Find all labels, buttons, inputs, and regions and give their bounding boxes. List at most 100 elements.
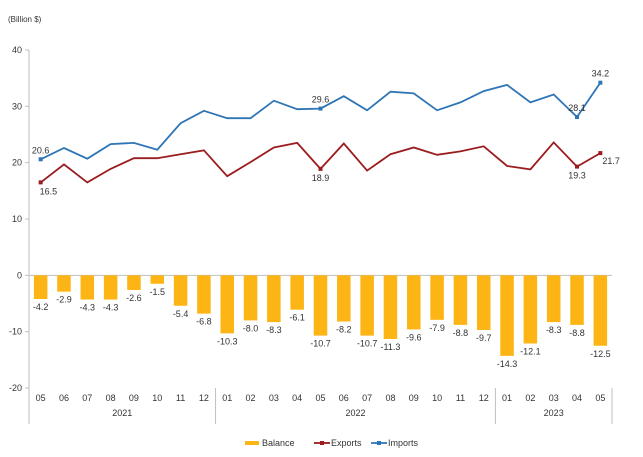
balance-data-label: -1.5 bbox=[150, 287, 166, 297]
x-tick-label: 12 bbox=[479, 393, 489, 403]
balance-data-label: -10.7 bbox=[357, 339, 378, 349]
balance-bar bbox=[127, 275, 141, 290]
balance-data-label: -10.3 bbox=[217, 336, 238, 346]
legend-marker-imports bbox=[377, 441, 381, 445]
x-tick-label: 03 bbox=[269, 393, 279, 403]
y-tick-label: 20 bbox=[12, 158, 22, 168]
balance-bar bbox=[593, 275, 608, 346]
x-tick-label: 09 bbox=[129, 393, 139, 403]
x-tick-label: 07 bbox=[82, 393, 92, 403]
balance-data-label: -9.6 bbox=[406, 332, 422, 342]
balance-bar bbox=[173, 275, 188, 306]
exports-marker bbox=[38, 180, 43, 185]
legend-label-exports: Exports bbox=[331, 438, 362, 448]
balance-data-label: -8.0 bbox=[243, 323, 259, 333]
y-tick-label: 10 bbox=[12, 214, 22, 224]
balance-bar bbox=[523, 275, 538, 344]
balance-data-label: -10.7 bbox=[310, 339, 331, 349]
balance-data-label: -4.3 bbox=[80, 303, 96, 313]
exports-data-label: 16.5 bbox=[40, 186, 58, 196]
x-tick-label: 11 bbox=[456, 393, 465, 403]
y-tick-label: -20 bbox=[9, 383, 22, 393]
balance-data-label: -8.2 bbox=[336, 325, 352, 335]
x-tick-label: 03 bbox=[549, 393, 559, 403]
balance-data-label: -8.3 bbox=[266, 325, 282, 335]
balance-data-label: -7.9 bbox=[429, 323, 445, 333]
y-tick-label: -10 bbox=[9, 327, 22, 337]
balance-bar bbox=[337, 275, 351, 322]
balance-bar bbox=[33, 275, 48, 299]
balance-bar bbox=[150, 275, 165, 284]
legend: Balance Exports Imports bbox=[245, 438, 419, 448]
legend-swatch-balance bbox=[245, 441, 259, 445]
imports-marker bbox=[598, 80, 603, 85]
legend-label-imports: Imports bbox=[388, 438, 419, 448]
y-tick-label: 40 bbox=[12, 45, 22, 55]
balance-bar bbox=[546, 275, 561, 323]
balance-data-label: -5.4 bbox=[173, 309, 189, 319]
x-tick-label: 01 bbox=[222, 393, 232, 403]
balance-bar bbox=[407, 275, 421, 330]
balance-bar bbox=[476, 275, 491, 330]
imports-data-label: 28.1 bbox=[568, 103, 586, 113]
balance-bar bbox=[290, 275, 304, 310]
imports-data-label: 29.6 bbox=[312, 95, 330, 105]
balance-data-label: -6.1 bbox=[289, 313, 305, 323]
balance-data-label: -4.3 bbox=[103, 303, 119, 313]
group-label: 2022 bbox=[345, 408, 365, 418]
exports-data-label: 21.7 bbox=[602, 156, 620, 166]
imports-data-label: 34.2 bbox=[592, 69, 610, 79]
exports-data-label: 18.9 bbox=[312, 173, 330, 183]
exports-marker bbox=[598, 151, 603, 156]
balance-bar bbox=[243, 275, 258, 321]
x-tick-label: 09 bbox=[409, 393, 419, 403]
balance-data-label: -11.3 bbox=[381, 342, 401, 352]
balance-data-label: -12.1 bbox=[520, 346, 541, 356]
balance-bar bbox=[383, 275, 398, 339]
imports-marker bbox=[318, 106, 323, 111]
x-tick-label: 07 bbox=[362, 393, 372, 403]
data-labels: -4.2 -2.9 -4.3 -4.3 -2.6 -1.5 -5.4 -6.8 -10.3 -8.… bbox=[32, 69, 620, 369]
imports-marker bbox=[38, 157, 43, 162]
x-tick-label: 08 bbox=[106, 393, 116, 403]
x-tick-label: 01 bbox=[502, 393, 512, 403]
y-tick-label: 0 bbox=[17, 270, 22, 280]
x-tick-label: 11 bbox=[176, 393, 185, 403]
balance-bar bbox=[430, 275, 444, 320]
x-tick-label: 10 bbox=[432, 393, 442, 403]
x-tick-label: 06 bbox=[339, 393, 349, 403]
exports-marker bbox=[318, 166, 323, 171]
balance-data-label: -9.7 bbox=[476, 333, 492, 343]
balance-bar bbox=[500, 275, 514, 356]
balance-bar bbox=[570, 275, 584, 325]
balance-data-label: -4.2 bbox=[33, 302, 49, 312]
balance-bar bbox=[360, 275, 374, 336]
balance-bar bbox=[80, 275, 95, 300]
balance-data-label: -12.5 bbox=[590, 349, 611, 359]
x-tick-label: 05 bbox=[315, 393, 325, 403]
balance-bar bbox=[57, 275, 71, 292]
imports-marker bbox=[575, 115, 580, 120]
balance-bar bbox=[267, 275, 281, 323]
x-tick-label: 08 bbox=[385, 393, 395, 403]
x-tick-label: 06 bbox=[59, 393, 69, 403]
x-tick-label: 04 bbox=[292, 393, 302, 403]
unit-label: (Billion $) bbox=[8, 15, 42, 24]
balance-data-label: -8.3 bbox=[546, 325, 562, 335]
y-tick-label: 30 bbox=[12, 101, 22, 111]
x-tick-label: 05 bbox=[36, 393, 46, 403]
balance-bar bbox=[103, 275, 118, 300]
balance-data-label: -14.3 bbox=[497, 359, 518, 369]
legend-label-balance: Balance bbox=[262, 438, 295, 448]
balance-bars bbox=[33, 275, 608, 356]
exports-marker bbox=[575, 164, 580, 169]
x-tick-label: 02 bbox=[246, 393, 256, 403]
balance-data-label: -8.8 bbox=[569, 328, 585, 338]
balance-bar bbox=[313, 275, 328, 336]
balance-data-label: -8.8 bbox=[453, 328, 469, 338]
group-label: 2023 bbox=[544, 408, 564, 418]
balance-bar bbox=[197, 275, 211, 314]
x-tick-label: 10 bbox=[152, 393, 162, 403]
